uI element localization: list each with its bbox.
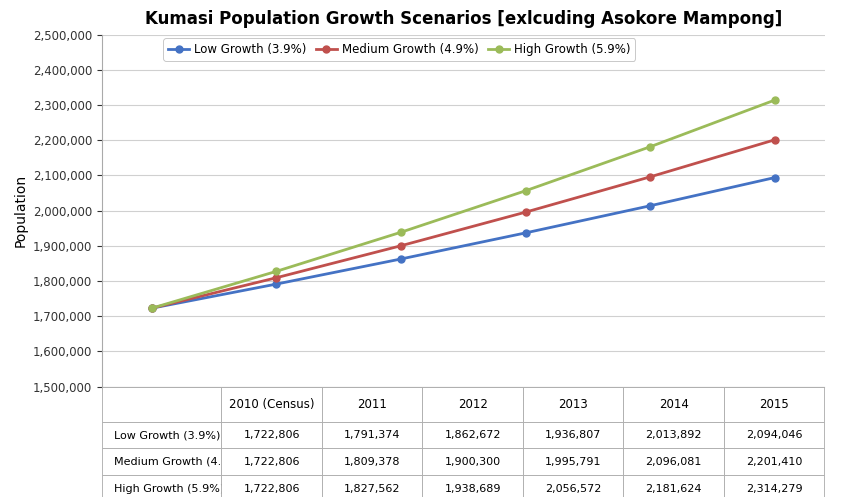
High Growth (5.9%) [645, 144, 655, 150]
High Growth (5.9%) [520, 188, 530, 194]
Medium Growth (4.9%) [645, 174, 655, 180]
Medium Growth (4.9%) [396, 243, 406, 248]
Low Growth (3.9%) [520, 230, 530, 236]
Medium Growth (4.9%) [147, 305, 157, 311]
High Growth (5.9%) [271, 268, 281, 274]
Legend: Low Growth (3.9%), Medium Growth (4.9%), High Growth (5.9%): Low Growth (3.9%), Medium Growth (4.9%),… [163, 38, 635, 61]
Line: High Growth (5.9%): High Growth (5.9%) [149, 96, 778, 312]
Medium Growth (4.9%) [520, 209, 530, 215]
Y-axis label: Population: Population [14, 174, 27, 247]
High Growth (5.9%) [769, 97, 779, 103]
Low Growth (3.9%) [769, 174, 779, 180]
Line: Low Growth (3.9%): Low Growth (3.9%) [149, 174, 778, 312]
Low Growth (3.9%) [396, 256, 406, 262]
Medium Growth (4.9%) [769, 137, 779, 143]
Medium Growth (4.9%) [271, 275, 281, 281]
Line: Medium Growth (4.9%): Medium Growth (4.9%) [149, 136, 778, 312]
Low Growth (3.9%) [645, 203, 655, 209]
High Growth (5.9%) [147, 305, 157, 311]
Low Growth (3.9%) [147, 305, 157, 311]
High Growth (5.9%) [396, 229, 406, 235]
Title: Kumasi Population Growth Scenarios [exlcuding Asokore Mampong]: Kumasi Population Growth Scenarios [exlc… [144, 9, 782, 28]
Low Growth (3.9%) [271, 281, 281, 287]
